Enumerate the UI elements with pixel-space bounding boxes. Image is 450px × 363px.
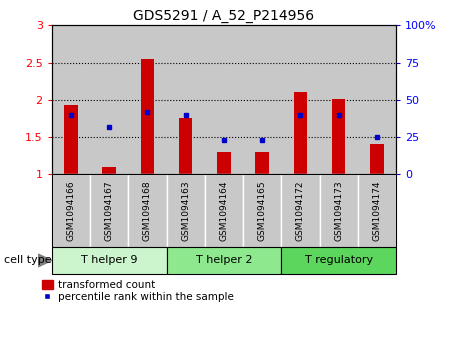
Bar [179,118,192,174]
Text: T regulatory: T regulatory [305,256,373,265]
Bar [128,174,166,247]
Bar [217,152,230,174]
Bar [281,247,396,274]
Bar [320,174,358,247]
Bar [166,247,281,274]
Bar [281,25,320,174]
Text: GSM1094174: GSM1094174 [373,180,382,241]
Bar [103,167,116,174]
Bar [64,105,77,174]
Bar [256,152,269,174]
Bar [294,92,307,174]
Bar [205,25,243,174]
Bar [370,144,383,174]
Bar [90,174,128,247]
Text: GSM1094168: GSM1094168 [143,180,152,241]
Text: GSM1094173: GSM1094173 [334,180,343,241]
Legend: transformed count, percentile rank within the sample: transformed count, percentile rank withi… [41,279,235,303]
Text: cell type: cell type [4,256,52,265]
Bar [205,174,243,247]
Text: T helper 2: T helper 2 [196,256,252,265]
Bar [52,25,90,174]
Text: GSM1094167: GSM1094167 [104,180,113,241]
Bar [166,25,205,174]
Bar [128,25,166,174]
Bar [332,99,345,174]
Text: GSM1094165: GSM1094165 [257,180,266,241]
Bar [166,174,205,247]
Text: GSM1094172: GSM1094172 [296,180,305,241]
Bar [52,247,166,274]
Bar [243,25,281,174]
Text: GSM1094164: GSM1094164 [220,180,228,241]
Text: GSM1094166: GSM1094166 [67,180,76,241]
Bar [320,25,358,174]
Bar [358,174,396,247]
Bar [243,174,281,247]
Bar [358,25,396,174]
Text: T helper 9: T helper 9 [81,256,137,265]
Polygon shape [38,254,52,267]
Bar [281,174,320,247]
Bar [52,174,90,247]
Bar [90,25,128,174]
Title: GDS5291 / A_52_P214956: GDS5291 / A_52_P214956 [133,9,315,23]
Text: GSM1094163: GSM1094163 [181,180,190,241]
Bar [141,59,154,174]
